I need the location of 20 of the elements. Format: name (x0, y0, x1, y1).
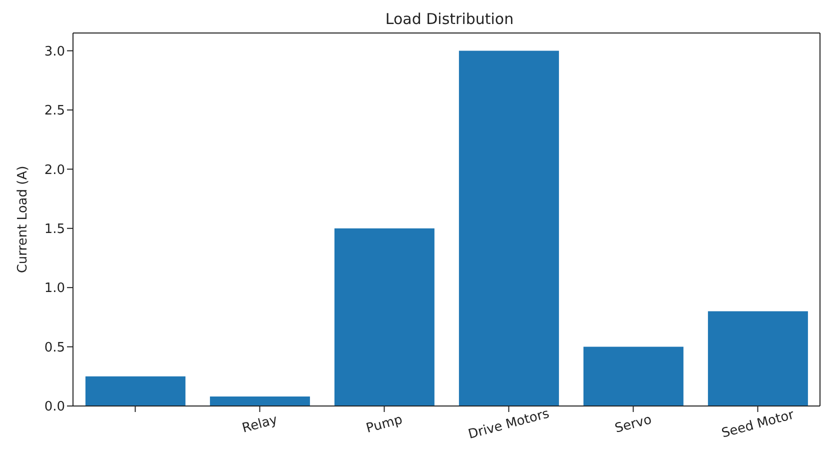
y-tick-label: 0.0 (44, 400, 65, 415)
bar (334, 228, 434, 406)
y-tick-label: 1.0 (44, 281, 65, 296)
bar (210, 396, 310, 406)
x-tick-label: Drive Motors (466, 406, 552, 442)
y-tick-label: 2.5 (44, 104, 65, 119)
y-axis-title: Current Load (A) (16, 166, 31, 274)
y-tick-label: 1.5 (44, 222, 65, 237)
y-tick-label: 3.0 (44, 44, 65, 60)
bar (458, 50, 559, 406)
x-tick-label: Seed Motor (720, 407, 796, 442)
bar (85, 376, 186, 406)
x-tick-label: Servo (613, 412, 654, 437)
y-tick-label: 0.5 (44, 340, 65, 356)
x-tick-label: Pump (364, 412, 404, 436)
bar (708, 311, 808, 406)
x-tick-label: Relay (240, 412, 280, 436)
bar (583, 346, 684, 406)
chart-title: Load Distribution (384, 10, 515, 28)
y-tick-label: 2.0 (44, 162, 65, 178)
